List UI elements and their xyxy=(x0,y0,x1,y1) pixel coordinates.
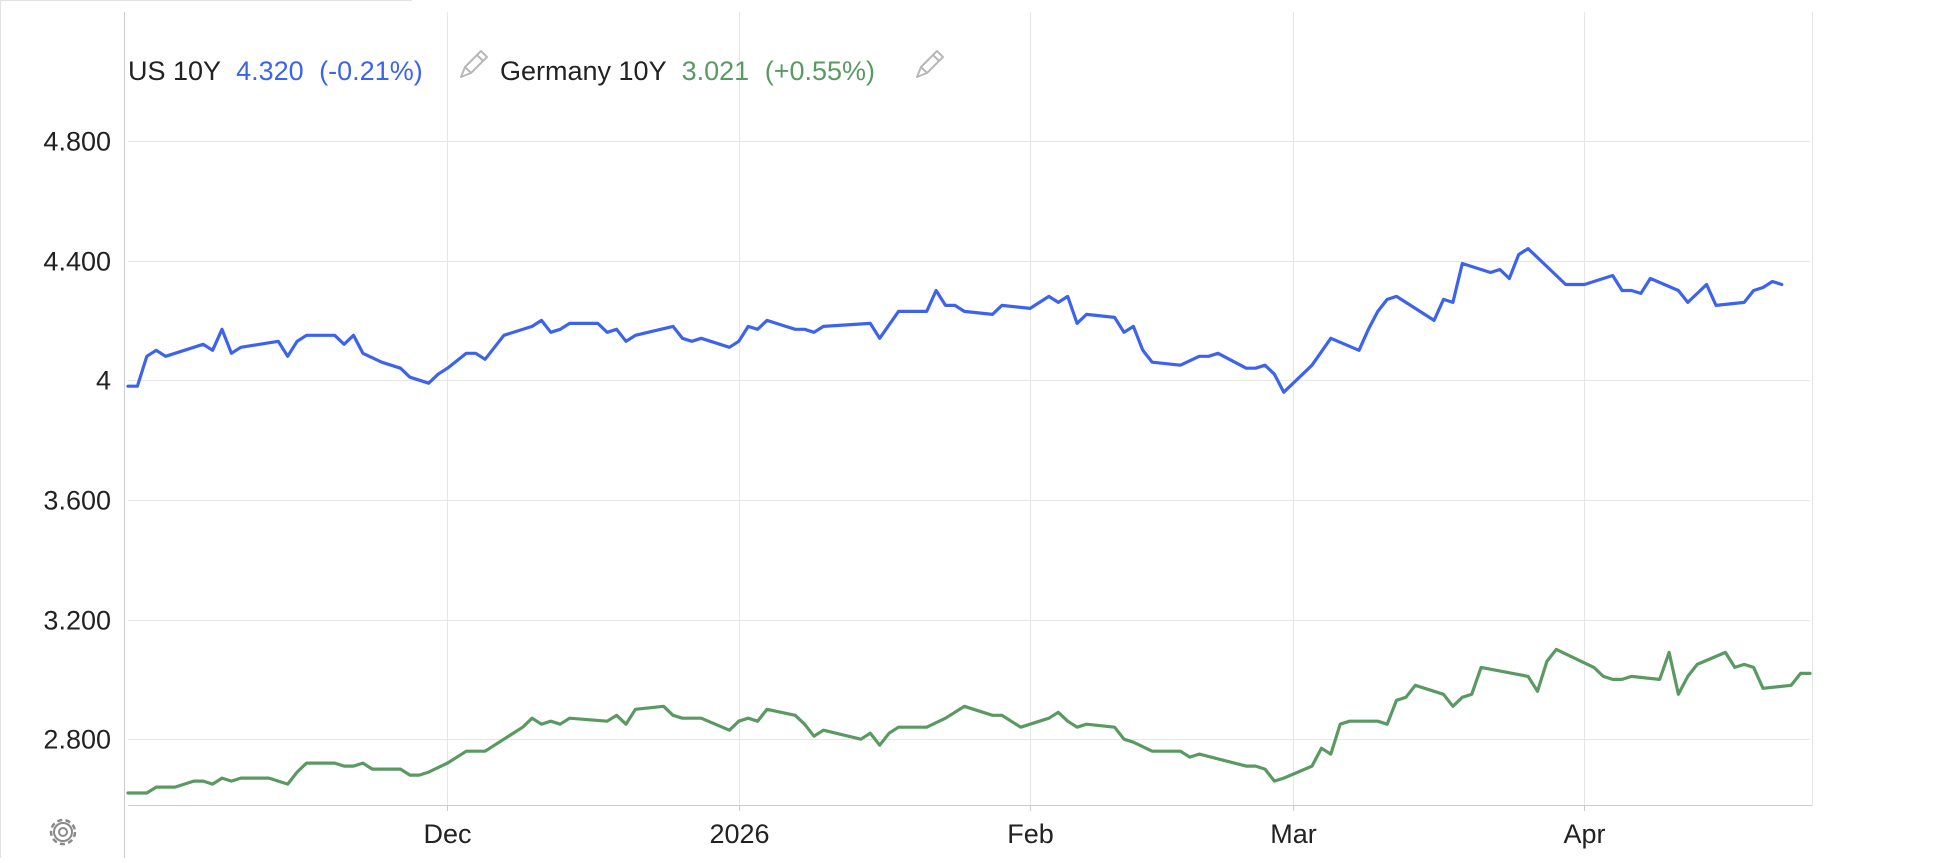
x-tick-label: Apr xyxy=(1563,819,1605,849)
legend-germany-value: 3.021 xyxy=(682,56,750,86)
legend-germany-name: Germany 10Y xyxy=(500,56,667,86)
y-tick-label: 4 xyxy=(96,366,111,396)
legend-item-germany-10y[interactable]: Germany 10Y 3.021 (+0.55%) xyxy=(500,56,875,86)
y-axis-labels: 2.800 3.200 3.600 4 4.400 4.800 xyxy=(43,127,111,755)
y-tick-label: 4.800 xyxy=(43,127,111,157)
y-tick-label: 2.800 xyxy=(43,725,111,755)
legend-label-germany-10y: Germany 10Y 3.021 (+0.55%) xyxy=(500,56,875,86)
horizontal-gridlines xyxy=(128,141,1810,740)
legend-us-pencil-icon[interactable] xyxy=(460,50,488,78)
x-axis-labels: Dec 2026 Feb Mar Apr xyxy=(423,819,1605,849)
vertical-gridlines xyxy=(447,12,1585,805)
x-tick-label: Dec xyxy=(423,819,471,849)
y-tick-label: 3.600 xyxy=(43,486,111,516)
germany-10y-line xyxy=(126,647,1812,795)
legend-germany-pencil-icon[interactable] xyxy=(916,50,944,78)
gear-icon[interactable] xyxy=(49,818,77,846)
legend-us-name: US 10Y xyxy=(128,56,221,86)
x-tick-label: 2026 xyxy=(709,819,769,849)
legend-us-value: 4.320 xyxy=(236,56,304,86)
series-layer xyxy=(126,247,1812,795)
legend-item-us-10y[interactable]: US 10Y 4.320 (-0.21%) xyxy=(128,56,423,86)
legend-germany-change: (+0.55%) xyxy=(765,56,875,86)
legend-label-us-10y: US 10Y 4.320 (-0.21%) xyxy=(128,56,423,86)
x-tick-label: Mar xyxy=(1270,819,1317,849)
y-tick-label: 3.200 xyxy=(43,606,111,636)
axes xyxy=(124,12,1813,858)
us-10y-line xyxy=(126,247,1784,394)
legend: US 10Y 4.320 (-0.21%) Germany 10Y 3.021 … xyxy=(128,50,944,86)
x-tick-label: Feb xyxy=(1007,819,1054,849)
y-tick-label: 4.400 xyxy=(43,247,111,277)
legend-us-change: (-0.21%) xyxy=(319,56,423,86)
